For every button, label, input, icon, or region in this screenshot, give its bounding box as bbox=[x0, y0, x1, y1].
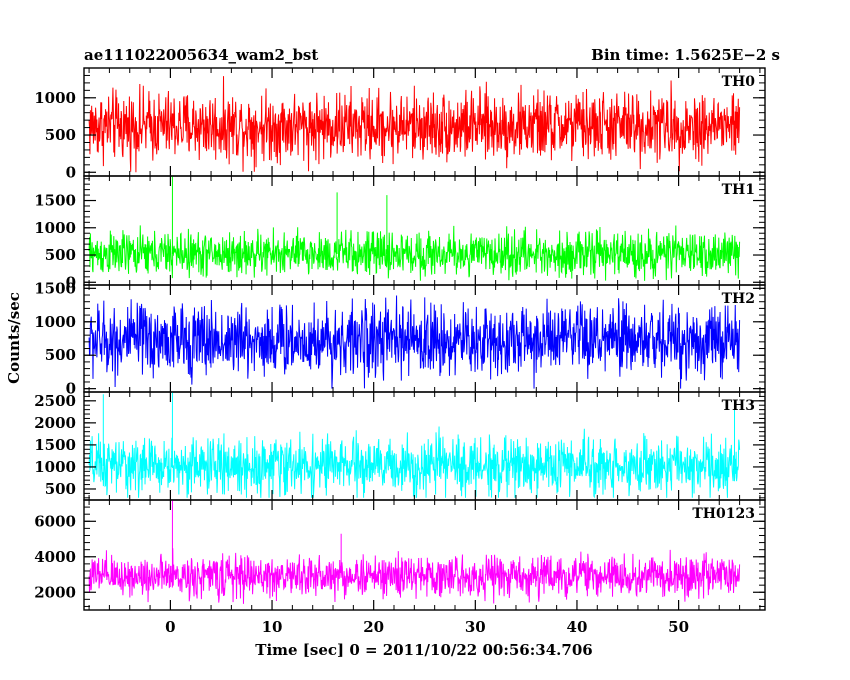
x-tick-label: 20 bbox=[363, 618, 384, 636]
series-label-th3: TH3 bbox=[722, 398, 755, 414]
y-tick-label: 2000 bbox=[34, 583, 76, 601]
chart-title: ae111022005634_wam2_bst bbox=[84, 46, 318, 64]
series-line-th0123 bbox=[88, 500, 741, 604]
series-label-th1: TH1 bbox=[722, 182, 755, 198]
panel-th3: 500 1000 1500 2000 2500 TH3 bbox=[34, 391, 766, 501]
series-label-th2: TH2 bbox=[722, 291, 755, 307]
y-tick-label: 2500 bbox=[34, 392, 76, 410]
x-tick-label: 0 bbox=[165, 618, 175, 636]
panel-th2: 0 500 1000 1500 TH2 bbox=[34, 279, 766, 398]
series-line-th2 bbox=[88, 295, 741, 389]
y-tick-label: 1000 bbox=[34, 219, 76, 237]
y-tick-label: 2000 bbox=[34, 414, 76, 432]
x-axis-label: Time [sec] 0 = 2011/10/22 00:56:34.706 bbox=[255, 641, 592, 659]
y-tick-label: 0 bbox=[66, 380, 76, 398]
y-tick-label: 6000 bbox=[34, 512, 76, 530]
x-tick-label: 10 bbox=[262, 618, 283, 636]
y-tick-label: 1000 bbox=[34, 313, 76, 331]
y-tick-label: 500 bbox=[45, 126, 76, 144]
y-tick-label: 500 bbox=[45, 346, 76, 364]
series-label-th0123: TH0123 bbox=[692, 506, 755, 522]
series-line-th1 bbox=[88, 176, 741, 281]
bin-time-label: Bin time: 1.5625E−2 s bbox=[591, 46, 780, 64]
panel-th1: 0 500 1000 1500 TH1 bbox=[34, 175, 766, 291]
series-line-th0 bbox=[88, 76, 741, 173]
panels-group: 05001000TH0050010001500TH1050010001500TH… bbox=[34, 67, 766, 636]
y-tick-label: 1000 bbox=[34, 458, 76, 476]
y-axis-label: Counts/sec bbox=[5, 292, 23, 384]
y-tick-label: 1500 bbox=[34, 192, 76, 210]
y-tick-label: 0 bbox=[66, 163, 76, 181]
y-tick-label: 500 bbox=[45, 246, 76, 264]
y-tick-label: 0 bbox=[66, 273, 76, 291]
series-label-th0: TH0 bbox=[722, 74, 756, 90]
x-tick-label: 30 bbox=[465, 618, 486, 636]
y-tick-label: 1500 bbox=[34, 279, 76, 297]
x-tick-label: 50 bbox=[668, 618, 689, 636]
panel-th0123: 2000 4000 6000 TH0123 bbox=[34, 499, 766, 611]
panel-frame bbox=[83, 499, 766, 611]
series-line-th3 bbox=[88, 392, 741, 499]
y-tick-label: 500 bbox=[45, 480, 76, 498]
panel-th0: 0 500 1000 TH0 bbox=[34, 67, 766, 181]
x-tick-label: 40 bbox=[567, 618, 588, 636]
y-tick-label: 4000 bbox=[34, 548, 76, 566]
y-tick-label: 1000 bbox=[34, 89, 76, 107]
y-tick-label: 1500 bbox=[34, 436, 76, 454]
